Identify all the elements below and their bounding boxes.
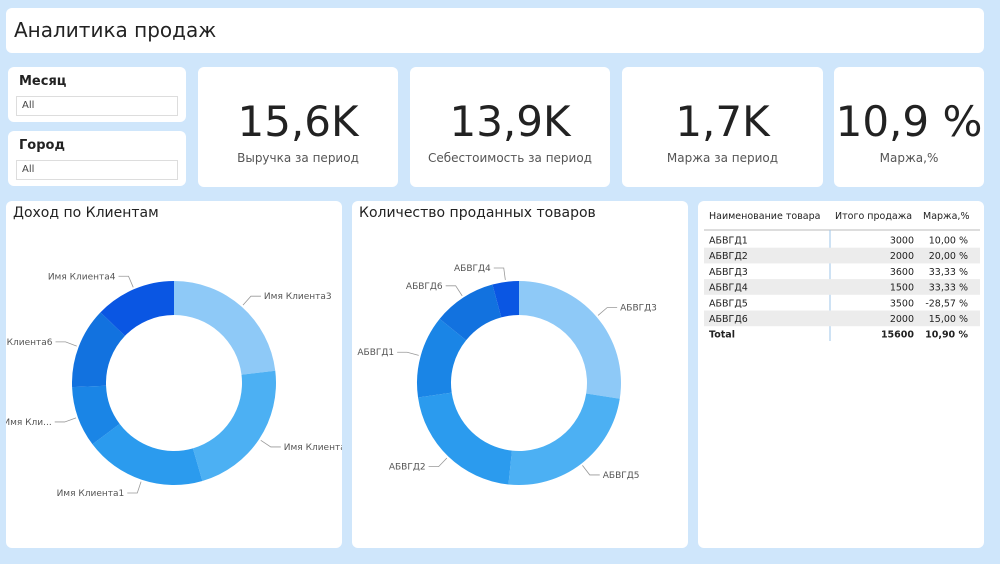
- donut-slice: [72, 312, 125, 388]
- header: Аналитика продаж: [6, 8, 984, 53]
- leader-line: [428, 457, 448, 468]
- table: Наименование товара Итого продажа Маржа,% А…: [704, 211, 980, 341]
- leader-line: [127, 481, 142, 494]
- slice-label: АБВГД3: [620, 304, 657, 314]
- leader-line: [493, 267, 506, 280]
- leader-line: [582, 465, 600, 476]
- card-value: 1,7K: [675, 97, 770, 146]
- column-header: Наименование товара: [709, 211, 820, 222]
- card: 1,7K Маржа за период: [622, 67, 823, 187]
- slice-label: АБВГД1: [357, 348, 394, 358]
- leader-line: [445, 285, 463, 297]
- table-cell: АБВГД1: [709, 236, 748, 247]
- total-cell: 10,90 %: [925, 330, 968, 341]
- title: Аналитика продаж: [14, 18, 217, 42]
- table-cell: АБВГД5: [709, 298, 748, 309]
- card-value: 10,9 %: [835, 97, 983, 146]
- leader-line: [397, 351, 419, 356]
- donut-slice: [174, 281, 276, 375]
- slice-label: Имя Клиента3: [264, 292, 332, 302]
- slice-label: Имя Клиента4: [48, 272, 116, 282]
- chart-title: Доход по Клиентам: [13, 205, 159, 221]
- table-cell: АБВГД4: [709, 283, 748, 294]
- donut-slice: [72, 385, 120, 445]
- table-cell: 15,00 %: [929, 314, 968, 325]
- donut-slice: [519, 281, 621, 399]
- slice-label: АБВГД2: [389, 463, 426, 473]
- table-cell: 3500: [890, 298, 914, 309]
- card-value: 15,6K: [237, 97, 359, 146]
- donut-slice: [439, 284, 502, 341]
- card-label: Себестоимость за период: [428, 151, 592, 165]
- slicer-label: Город: [19, 138, 65, 153]
- table-cell: АБВГД3: [709, 267, 748, 278]
- donut-slice: [192, 370, 276, 481]
- leader-line: [118, 275, 134, 288]
- card: 13,9K Себестоимость за период: [410, 67, 610, 187]
- donut-slice: [508, 393, 620, 485]
- card: 15,6K Выручка за период: [198, 67, 398, 187]
- slice-label: Имя Клиента5: [284, 443, 342, 453]
- donut-chart: Имя Клиента3 Имя Клиента5 Имя Клиента1 Имя …: [6, 272, 342, 499]
- slice-label: АБВГД6: [406, 282, 443, 292]
- table-cell: АБВГД6: [709, 314, 748, 325]
- leader-line: [55, 341, 77, 347]
- table-cell: -28,57 %: [925, 298, 968, 309]
- slicer-value[interactable]: All: [16, 160, 178, 180]
- leader-line: [242, 295, 261, 306]
- table-cell: 33,33 %: [929, 283, 968, 294]
- row-stripe: [704, 279, 980, 295]
- slicer[interactable]: Месяц All: [8, 67, 186, 122]
- total-cell: 15600: [881, 330, 914, 341]
- table-cell: 33,33 %: [929, 267, 968, 278]
- leader-line: [54, 417, 77, 423]
- chart-panel: Доход по Клиентам Имя Клиента3 Имя Клиент…: [6, 201, 342, 548]
- slice-label: Имя Клиента6: [6, 338, 53, 348]
- chart-panel: Количество проданных товаров АБВГД3 АБВГД…: [352, 201, 688, 548]
- card-value: 13,9K: [449, 97, 571, 146]
- donut-slice: [417, 318, 467, 398]
- donut-chart: АБВГД3 АБВГД5 АБВГД2 АБВГД1 АБВГД6 АБВГД4: [357, 264, 657, 485]
- leader-line: [597, 307, 618, 316]
- slicer-value[interactable]: All: [16, 96, 178, 116]
- table-cell: 2000: [890, 251, 914, 262]
- row-stripe: [704, 310, 980, 327]
- table-cell: 20,00 %: [929, 251, 968, 262]
- donut-slice: [100, 281, 174, 336]
- table-cell: 3600: [890, 267, 914, 278]
- card-label: Маржа,%: [879, 151, 939, 165]
- column-header: Маржа,%: [923, 211, 969, 222]
- slice-label: Имя Кли...: [6, 418, 52, 428]
- card-label: Маржа за период: [666, 151, 779, 165]
- table-cell: 10,00 %: [929, 236, 968, 247]
- slice-label: АБВГД5: [603, 471, 640, 481]
- card-label: Выручка за период: [237, 151, 359, 165]
- table-cell: 2000: [890, 314, 914, 325]
- donut-slice: [92, 423, 203, 485]
- leader-line: [260, 440, 281, 448]
- table-cell: 3000: [890, 236, 914, 247]
- table-cell: АБВГД2: [709, 251, 748, 262]
- donut-slice: [492, 281, 519, 318]
- slice-label: Имя Клиента1: [57, 489, 125, 499]
- slice-label: АБВГД4: [454, 264, 491, 274]
- slicer[interactable]: Город All: [8, 131, 186, 186]
- row-stripe: [704, 247, 980, 264]
- total-cell: Total: [709, 330, 735, 341]
- card: 10,9 % Маржа,%: [834, 67, 984, 187]
- donut-slice: [418, 392, 512, 485]
- table-panel: Наименование товара Итого продажа Маржа,% А…: [698, 201, 984, 548]
- chart-title: Количество проданных товаров: [359, 205, 596, 221]
- column-header: Итого продажа: [835, 211, 912, 222]
- table-cell: 1500: [890, 283, 914, 294]
- slicer-label: Месяц: [19, 74, 67, 89]
